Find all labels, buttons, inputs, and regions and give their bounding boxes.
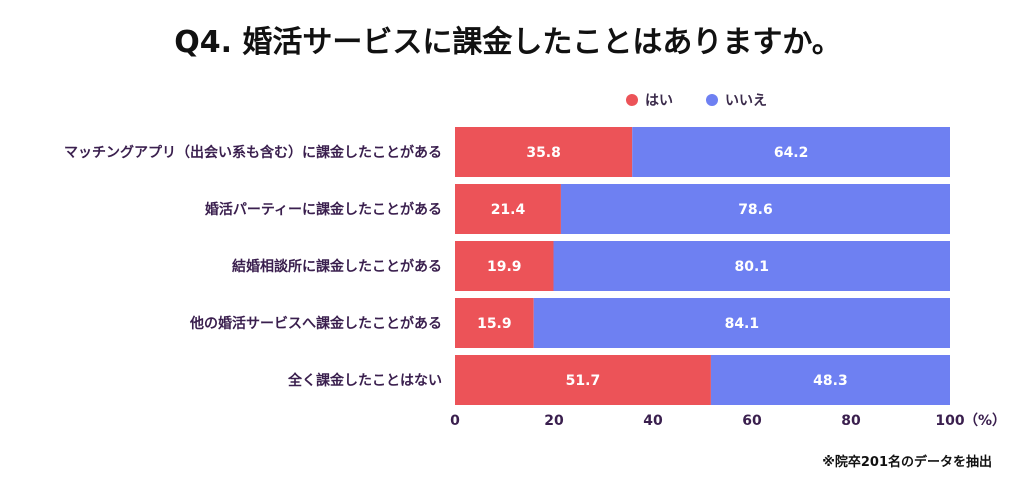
data-label: 80.1 — [734, 259, 769, 275]
legend: はい いいえ — [626, 93, 767, 109]
x-axis: 0 20 40 60 80 100 （%） — [450, 413, 1006, 429]
category-label: 結婚相談所に課金したことがある — [232, 258, 442, 275]
x-tick-label: 60 — [742, 413, 762, 429]
x-tick-label: 40 — [643, 413, 663, 429]
data-label: 64.2 — [774, 145, 809, 161]
bar-segment — [455, 298, 534, 348]
legend-swatch-2 — [706, 94, 718, 106]
bar-segment — [560, 184, 950, 234]
bar-segment — [455, 127, 633, 177]
footnote: ※院卒201名のデータを抽出 — [822, 454, 992, 470]
bar-segment — [455, 355, 711, 405]
x-tick-label: 100 — [935, 413, 964, 429]
data-label: 78.6 — [738, 202, 773, 218]
x-axis-unit: （%） — [964, 413, 1006, 429]
chart-title: Q4. 婚活サービスに課金したことはありますか。 — [174, 25, 842, 60]
data-label: 15.9 — [477, 316, 512, 332]
category-label: マッチングアプリ（出会い系も含む）に課金したことがある — [64, 144, 442, 161]
x-tick-label: 80 — [841, 413, 861, 429]
category-label: 他の婚活サービスへ課金したことがある — [189, 315, 442, 332]
x-tick-label: 20 — [544, 413, 564, 429]
data-label: 21.4 — [491, 202, 526, 218]
data-label: 48.3 — [813, 373, 848, 389]
bar-segment — [553, 241, 950, 291]
bar-segment — [632, 127, 950, 177]
data-label: 84.1 — [725, 316, 760, 332]
category-label: 全く課金したことはない — [287, 372, 442, 389]
data-label: 51.7 — [566, 373, 601, 389]
legend-label-1: はい — [645, 93, 673, 109]
category-labels: マッチングアプリ（出会い系も含む）に課金したことがある婚活パーティーに課金したこ… — [64, 144, 442, 389]
bar-segment — [455, 184, 561, 234]
bar-segment — [710, 355, 950, 405]
bar-segment — [533, 298, 950, 348]
legend-swatch-1 — [626, 94, 638, 106]
x-tick-label: 0 — [450, 413, 460, 429]
data-label: 19.9 — [487, 259, 522, 275]
bar-segment — [455, 241, 554, 291]
bars: 35.8 64.2 21.4 78.6 19.9 80.1 15.9 84.1 51.7 48.3 — [455, 127, 950, 405]
category-label: 婚活パーティーに課金したことがある — [205, 201, 442, 218]
data-label: 35.8 — [526, 145, 561, 161]
legend-label-2: いいえ — [725, 93, 767, 109]
